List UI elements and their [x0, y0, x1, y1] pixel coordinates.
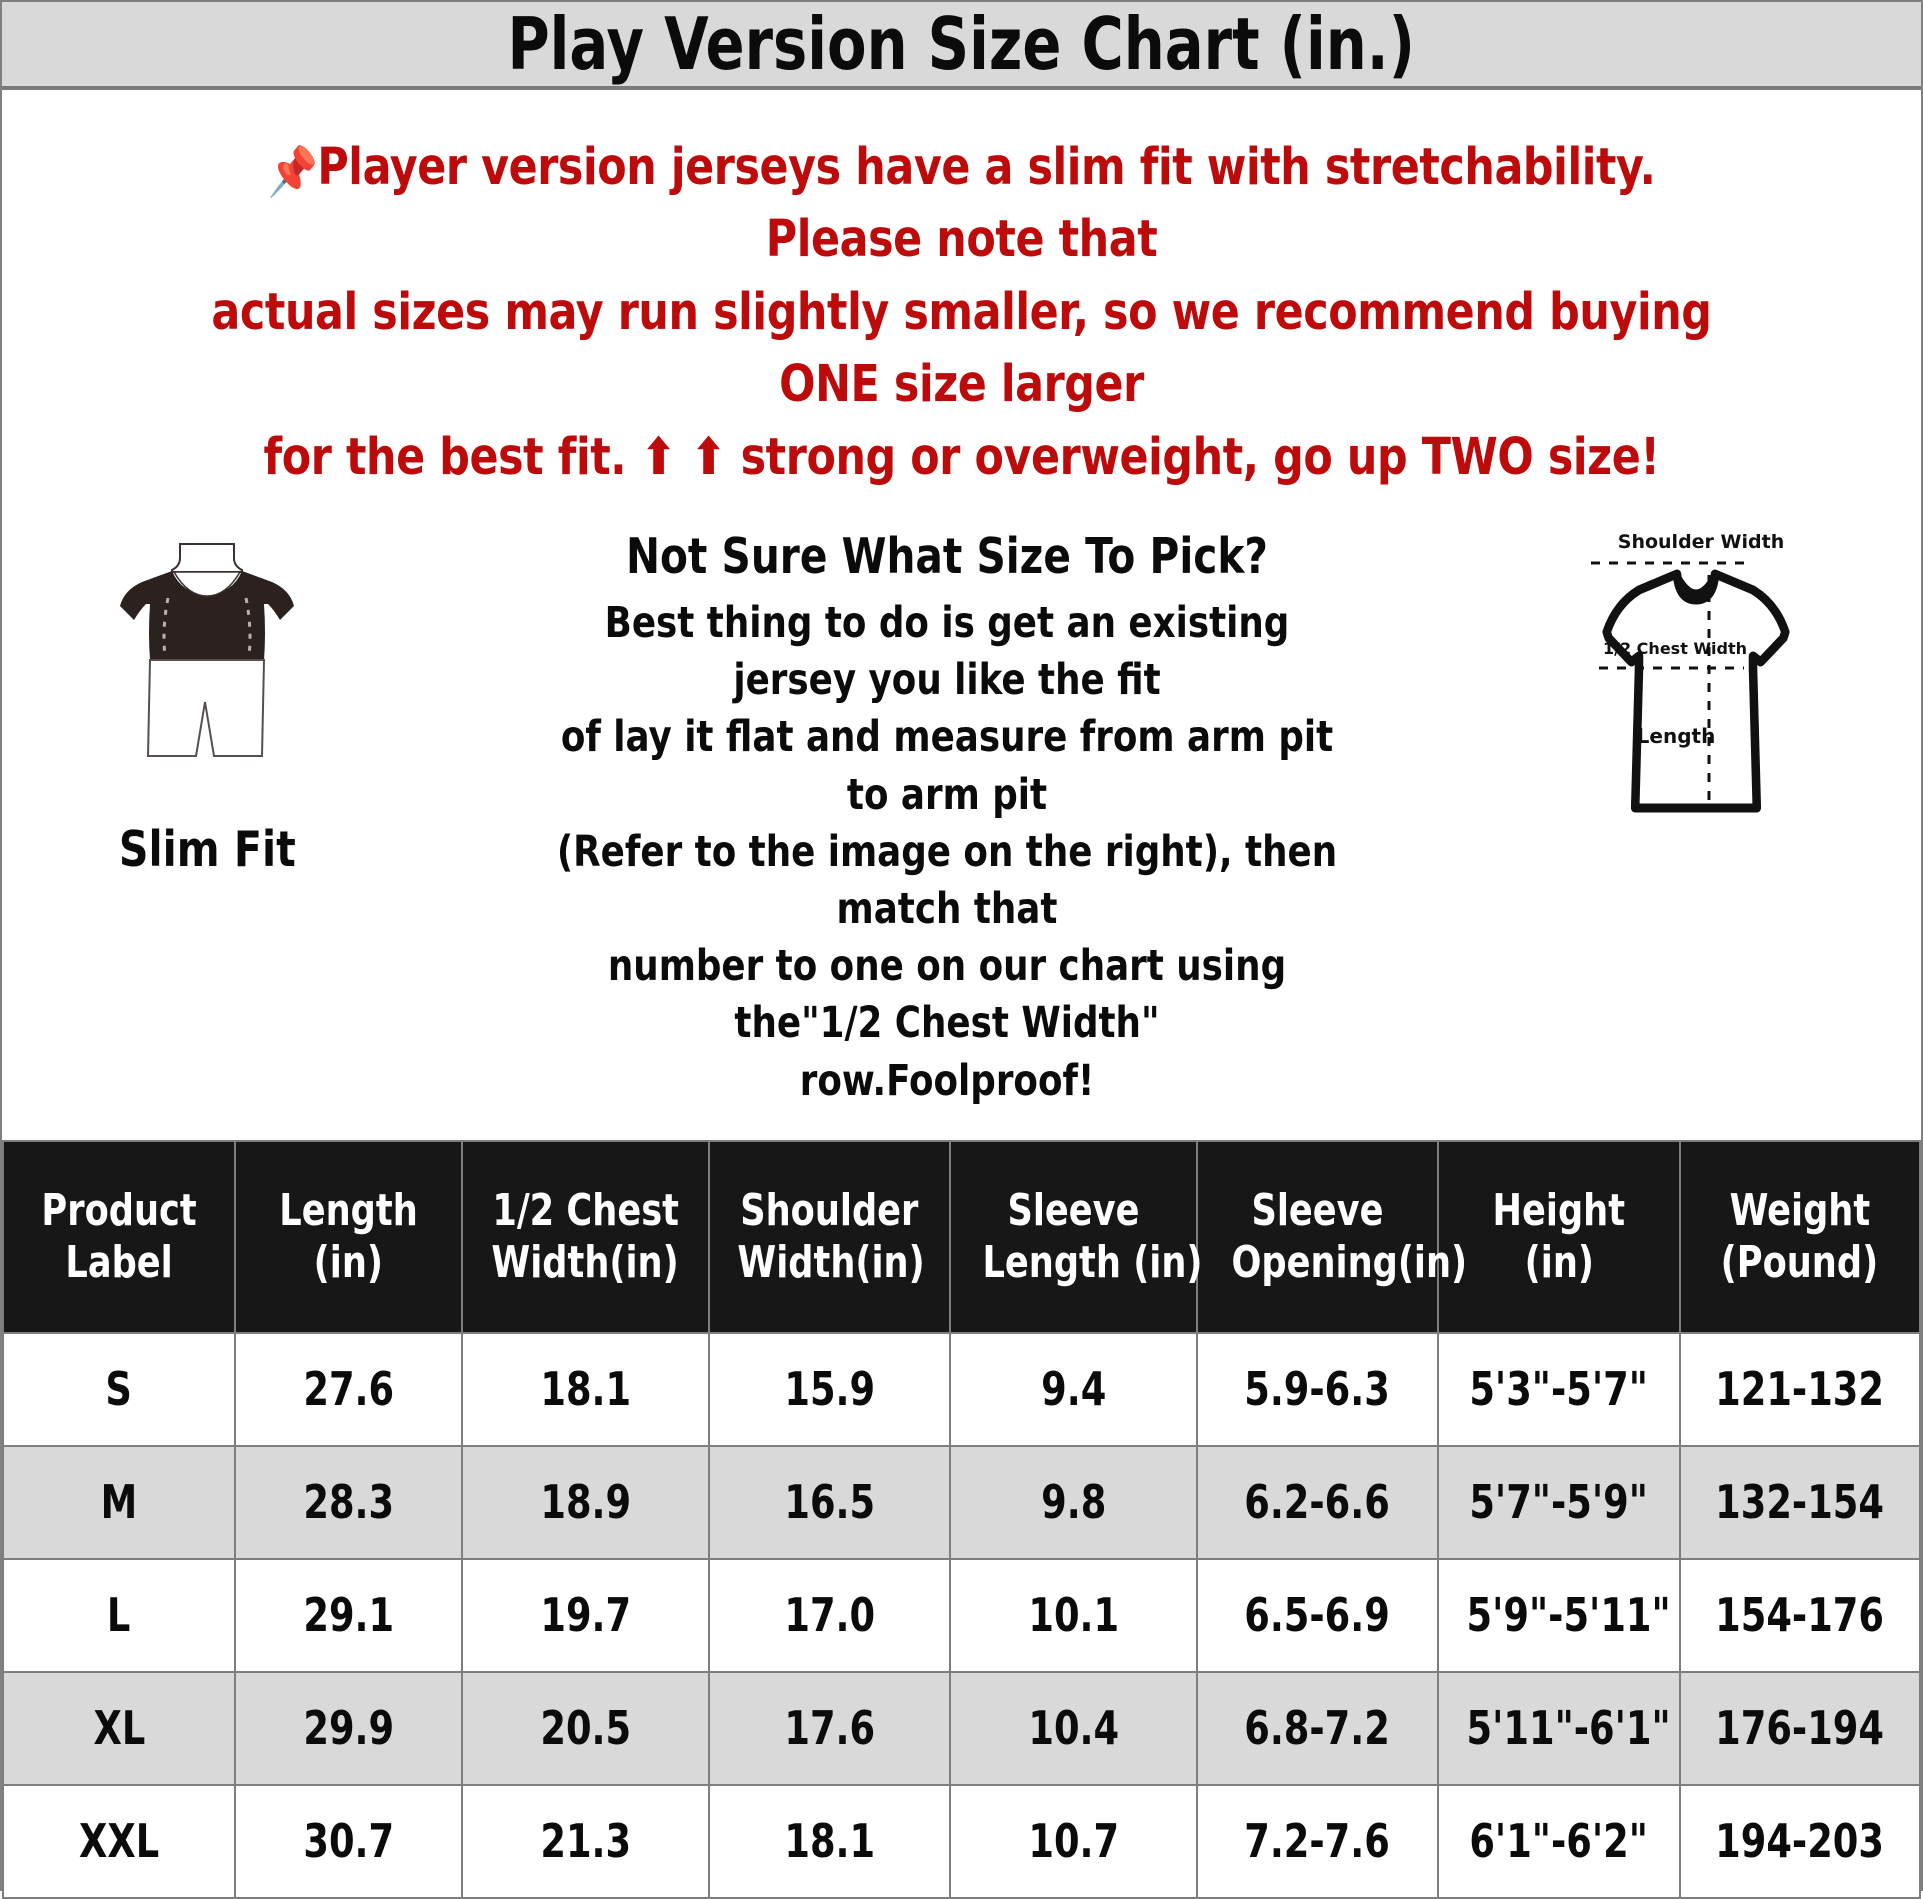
cell-length: 29.1: [234, 1557, 464, 1673]
column-header-product-label: Product Label: [1, 1139, 237, 1334]
page-title: Play Version Size Chart (in.): [507, 2, 1416, 86]
shoulder-width-label: Shoulder Width: [1618, 531, 1784, 553]
table-row: S 27.6 18.1 15.9 9.4 5.9-6.3 5'3"-5'7" 1…: [1, 1331, 1922, 1447]
column-header-weight: Weight (Pound): [1678, 1139, 1922, 1334]
tee-diagram-block: Shoulder Width 1/2 Chest Width Length: [1521, 528, 1881, 818]
cell-half-chest-width: 18.9: [461, 1444, 710, 1560]
notice-line-3: for the best fit. ⬆ ⬆ strong or overweig…: [192, 422, 1730, 494]
cell-weight: 121-132: [1678, 1331, 1922, 1447]
cell-length: 28.3: [234, 1444, 464, 1560]
notice-line-2: actual sizes may run slightly smaller, s…: [211, 282, 1712, 415]
column-header-half-chest-width: 1/2 Chest Width(in): [461, 1139, 710, 1334]
cell-product-label: S: [1, 1331, 237, 1447]
title-bar: Play Version Size Chart (in.): [2, 2, 1921, 90]
table-row: M 28.3 18.9 16.5 9.8 6.2-6.6 5'7"-5'9" 1…: [1, 1444, 1922, 1560]
cell-sleeve-length: 10.7: [949, 1783, 1198, 1899]
advice-line-1: Best thing to do is get an existing jers…: [604, 598, 1289, 706]
cell-product-label: XL: [1, 1670, 237, 1786]
cell-half-chest-width: 19.7: [461, 1557, 710, 1673]
up-arrow-icon-2: ⬆: [690, 427, 727, 487]
sizing-advice-block: Not Sure What Size To Pick? Best thing t…: [447, 528, 1447, 1110]
column-header-sleeve-length: Sleeve Length (in): [949, 1139, 1203, 1334]
advice-line-5: row.Foolproof!: [799, 1055, 1094, 1106]
up-arrow-icon-1: ⬆: [640, 427, 677, 487]
notice-line-1-text: Player version jerseys have a slim fit w…: [317, 138, 1656, 270]
cell-half-chest-width: 18.1: [461, 1331, 710, 1447]
cell-height: 6'1"-6'2": [1437, 1783, 1681, 1899]
cell-product-label: M: [1, 1444, 237, 1560]
cell-shoulder-width: 17.0: [707, 1557, 952, 1673]
tshirt-measurement-diagram-icon: Shoulder Width 1/2 Chest Width Length: [1591, 531, 1790, 813]
notice-line-1: 📌Player version jerseys have a slim fit …: [192, 132, 1730, 277]
cell-shoulder-width: 15.9: [707, 1331, 952, 1447]
cell-sleeve-opening: 6.8-7.2: [1195, 1670, 1440, 1786]
column-header-shoulder-width: Shoulder Width(in): [707, 1139, 952, 1334]
cell-sleeve-opening: 7.2-7.6: [1195, 1783, 1440, 1899]
cell-half-chest-width: 20.5: [461, 1670, 710, 1786]
advice-line-4: number to one on our chart using the"1/2…: [607, 941, 1286, 1049]
table-header-row: Product Label Length (in) 1/2 Chest Widt…: [1, 1139, 1922, 1334]
cell-shoulder-width: 16.5: [707, 1444, 952, 1560]
cell-shoulder-width: 17.6: [707, 1670, 952, 1786]
cell-sleeve-length: 10.4: [949, 1670, 1198, 1786]
cell-weight: 176-194: [1678, 1670, 1922, 1786]
advice-line-2: of lay it flat and measure from arm pit …: [560, 712, 1333, 820]
table-row: XXL 30.7 21.3 18.1 10.7 7.2-7.6 6'1"-6'2…: [1, 1783, 1922, 1899]
cell-product-label: XXL: [1, 1783, 237, 1899]
notice-block: 📌Player version jerseys have a slim fit …: [2, 90, 1921, 512]
notice-line-3-b: strong or overweight, go up TWO size!: [740, 427, 1660, 487]
info-panel: Slim Fit Not Sure What Size To Pick? Bes…: [2, 512, 1921, 1140]
cell-sleeve-opening: 6.5-6.9: [1195, 1557, 1440, 1673]
notice-line-3-a: for the best fit.: [263, 427, 627, 487]
cell-sleeve-opening: 6.2-6.6: [1195, 1444, 1440, 1560]
cell-weight: 154-176: [1678, 1557, 1922, 1673]
column-header-sleeve-opening: Sleeve Opening(in): [1195, 1139, 1467, 1334]
cell-sleeve-length: 9.8: [949, 1444, 1198, 1560]
cell-weight: 194-203: [1678, 1783, 1922, 1899]
cell-length: 27.6: [234, 1331, 464, 1447]
half-chest-width-label: 1/2 Chest Width: [1603, 639, 1747, 658]
size-chart-table: Product Label Length (in) 1/2 Chest Widt…: [1, 1139, 1922, 1899]
cell-sleeve-opening: 5.9-6.3: [1195, 1331, 1440, 1447]
slim-fit-mannequin-icon: [120, 543, 294, 758]
cell-weight: 132-154: [1678, 1444, 1922, 1560]
slim-fit-block: Slim Fit: [42, 528, 372, 878]
cell-height: 5'3"-5'7": [1437, 1331, 1681, 1447]
cell-half-chest-width: 21.3: [461, 1783, 710, 1899]
column-header-length: Length (in): [234, 1139, 464, 1334]
table-row: L 29.1 19.7 17.0 10.1 6.5-6.9 5'9"-5'11"…: [1, 1557, 1922, 1673]
cell-product-label: L: [1, 1557, 237, 1673]
table-body: S 27.6 18.1 15.9 9.4 5.9-6.3 5'3"-5'7" 1…: [1, 1331, 1922, 1899]
table-header: Product Label Length (in) 1/2 Chest Widt…: [1, 1139, 1922, 1334]
cell-height: 5'11"-6'1": [1437, 1670, 1681, 1786]
cell-length: 29.9: [234, 1670, 464, 1786]
slim-fit-caption: Slim Fit: [118, 821, 296, 879]
cell-sleeve-length: 10.1: [949, 1557, 1198, 1673]
length-label: Length: [1637, 724, 1716, 748]
cell-height: 5'9"-5'11": [1437, 1557, 1681, 1673]
cell-length: 30.7: [234, 1783, 464, 1899]
cell-sleeve-length: 9.4: [949, 1331, 1198, 1447]
advice-line-3: (Refer to the image on the right), then …: [556, 826, 1337, 934]
pushpin-icon: 📌: [267, 144, 318, 200]
advice-title: Not Sure What Size To Pick?: [625, 528, 1268, 586]
table-row: XL 29.9 20.5 17.6 10.4 6.8-7.2 5'11"-6'1…: [1, 1670, 1922, 1786]
cell-height: 5'7"-5'9": [1437, 1444, 1681, 1560]
cell-shoulder-width: 18.1: [707, 1783, 952, 1899]
column-header-height: Height (in): [1437, 1139, 1681, 1334]
